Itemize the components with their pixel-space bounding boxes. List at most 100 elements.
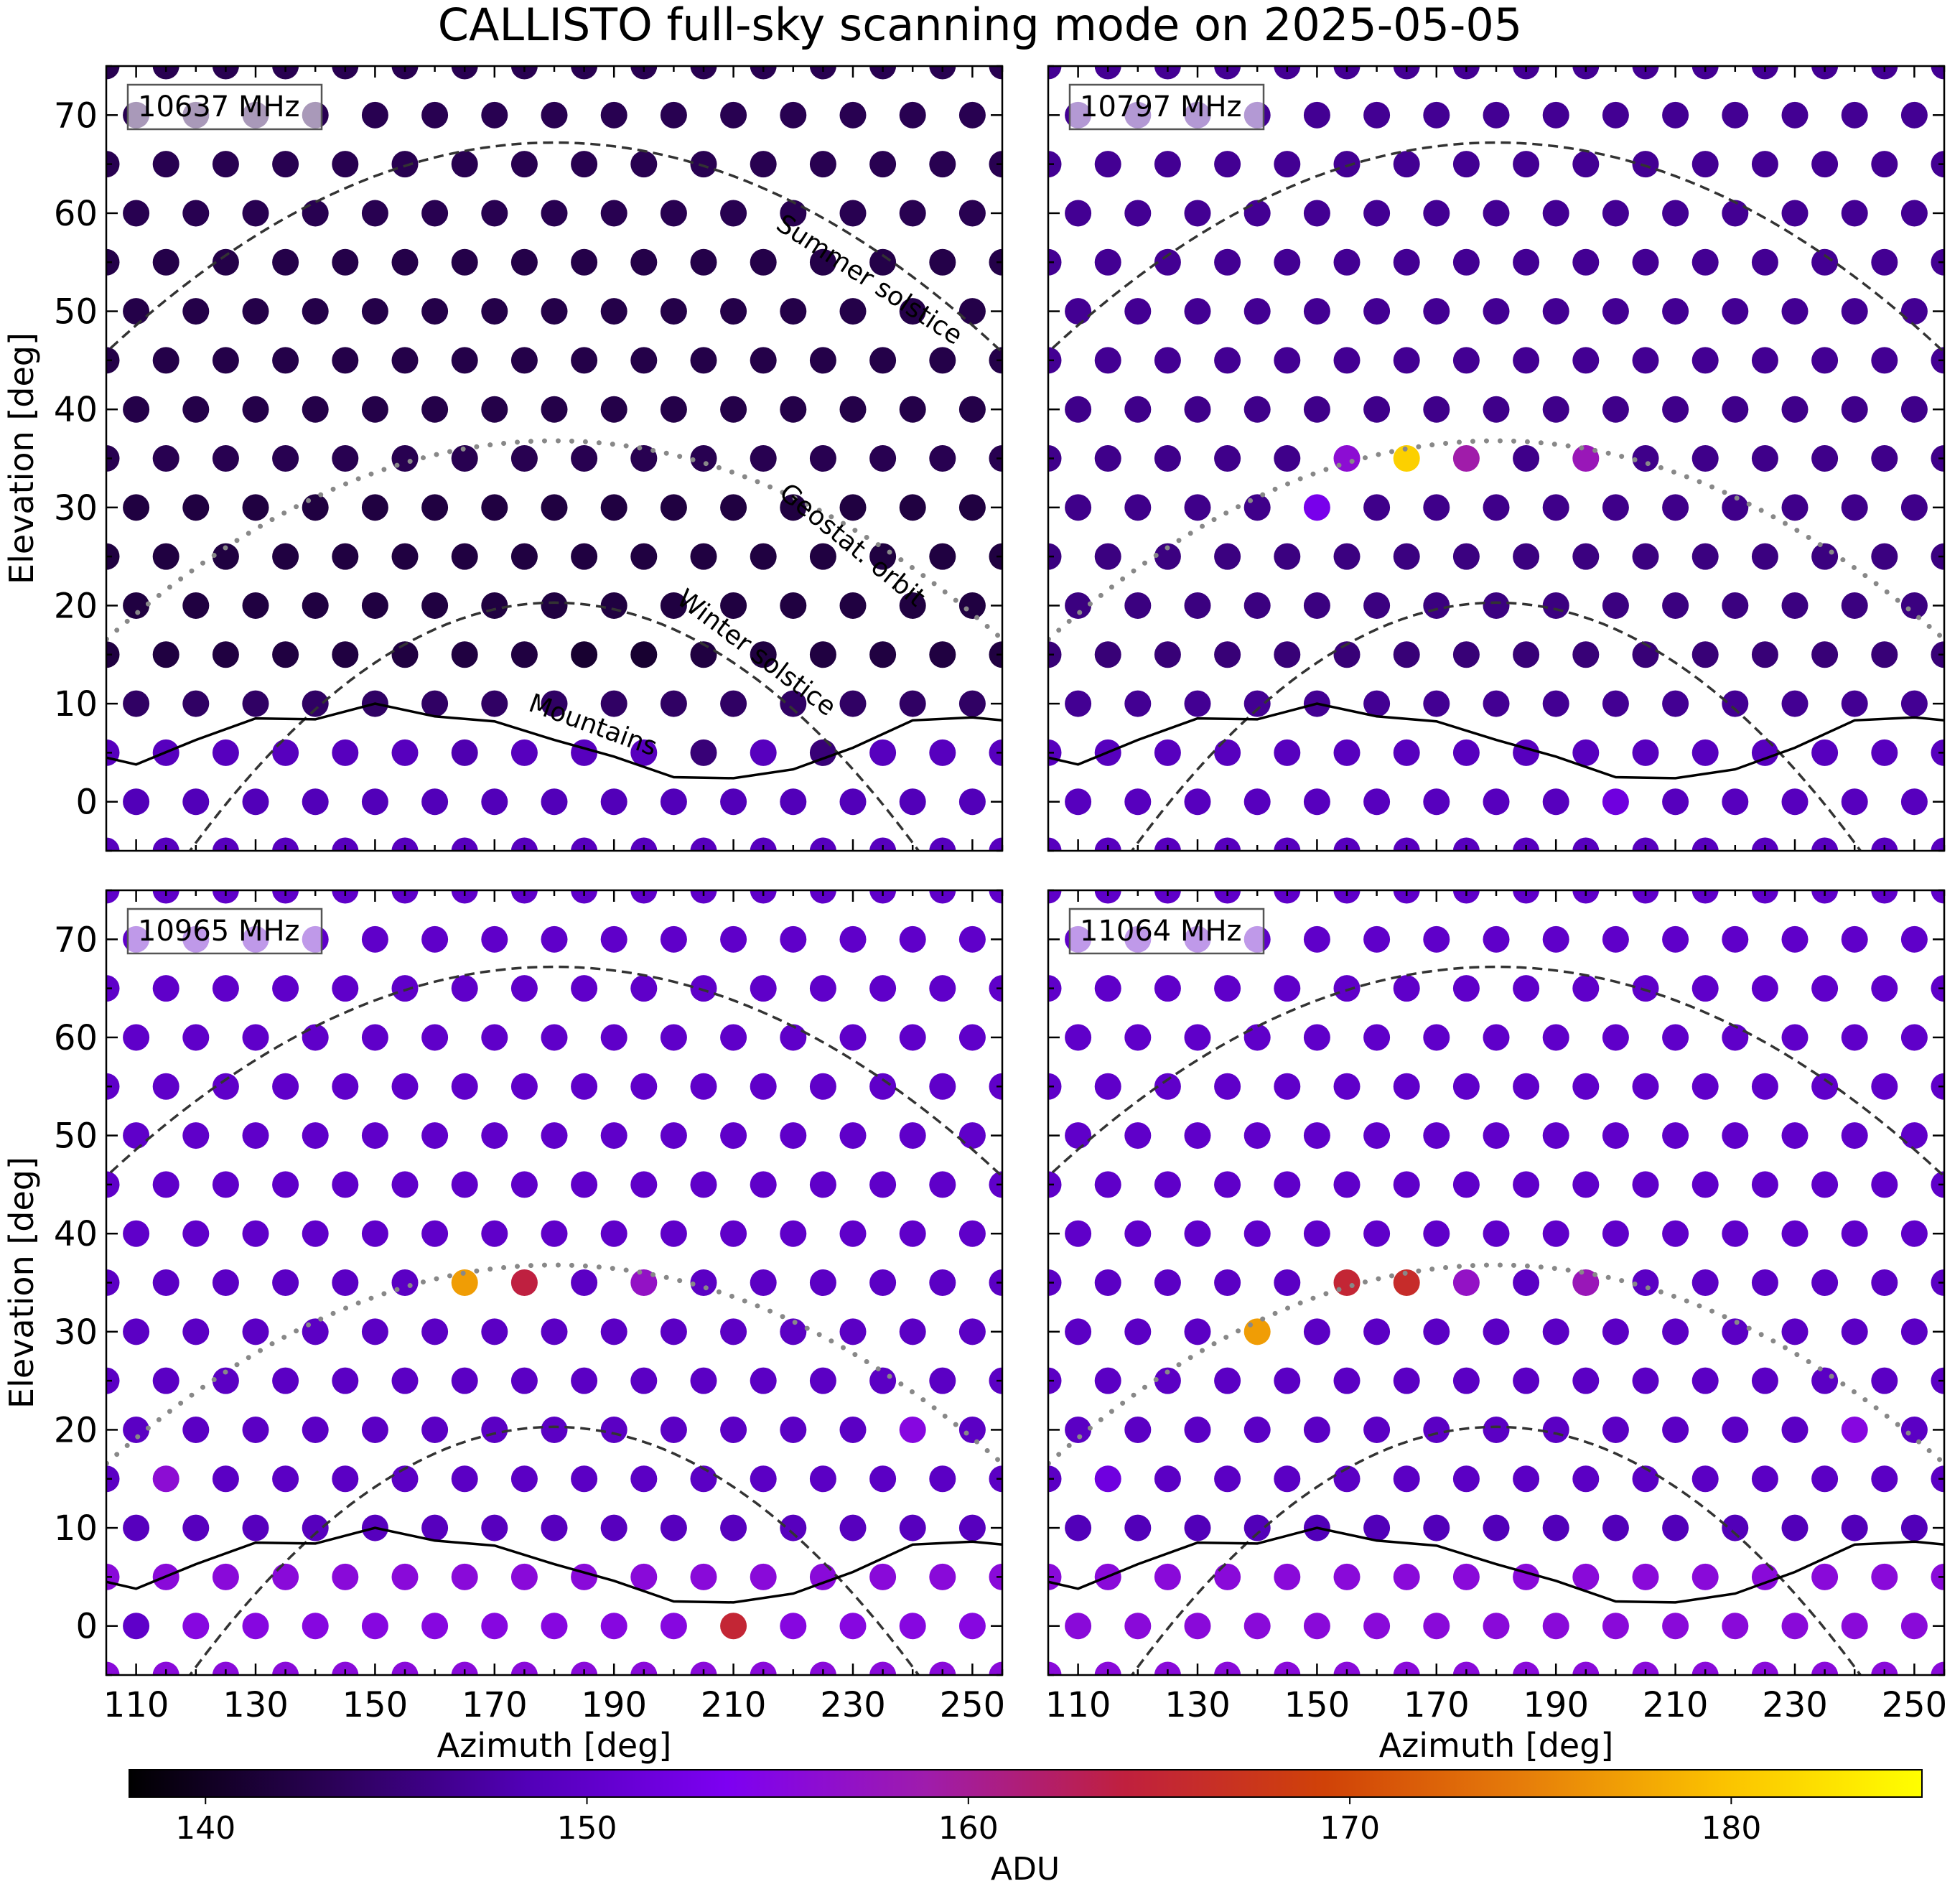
scan-point bbox=[660, 1613, 687, 1640]
scan-point bbox=[451, 1661, 478, 1675]
scan-point bbox=[152, 347, 179, 374]
scan-point bbox=[510, 1269, 538, 1296]
scan-point bbox=[212, 151, 239, 178]
scan-point bbox=[1900, 788, 1928, 816]
scan-point bbox=[391, 543, 419, 570]
scan-point bbox=[839, 396, 867, 423]
scan-point bbox=[660, 1024, 687, 1051]
scan-point bbox=[1811, 1269, 1839, 1296]
scan-point bbox=[1691, 1171, 1719, 1198]
scan-point bbox=[571, 1073, 598, 1100]
scan-point bbox=[1691, 347, 1719, 374]
scan-point bbox=[1513, 543, 1540, 570]
scan-point bbox=[839, 592, 867, 619]
scan-point bbox=[989, 543, 1002, 570]
scan-point bbox=[1214, 1661, 1241, 1675]
scan-point bbox=[630, 151, 658, 178]
scan-point bbox=[1722, 1613, 1749, 1640]
scan-point bbox=[1841, 690, 1868, 717]
scan-point bbox=[421, 101, 449, 129]
scan-point bbox=[1154, 641, 1181, 668]
scan-point bbox=[1542, 1024, 1569, 1051]
scan-point bbox=[1871, 151, 1898, 178]
scan-point bbox=[571, 66, 598, 80]
scan-point bbox=[1423, 925, 1450, 953]
scan-point bbox=[1124, 592, 1152, 619]
scan-point bbox=[899, 788, 926, 816]
scan-point bbox=[391, 1563, 419, 1590]
scan-point bbox=[1065, 1613, 1092, 1640]
scan-point bbox=[106, 151, 120, 178]
scan-point bbox=[780, 101, 807, 129]
scan-point bbox=[1333, 890, 1361, 904]
scan-point bbox=[1871, 1367, 1898, 1394]
scan-point bbox=[809, 347, 836, 374]
scan-point bbox=[1691, 890, 1719, 904]
scan-point bbox=[1154, 890, 1181, 904]
scan-point bbox=[212, 1269, 239, 1296]
scan-point bbox=[481, 200, 508, 227]
scan-point bbox=[1065, 788, 1092, 816]
scan-point bbox=[1572, 890, 1600, 904]
scan-point bbox=[1483, 1514, 1510, 1541]
scan-point bbox=[1452, 1661, 1480, 1675]
scan-point bbox=[1094, 248, 1121, 276]
axes-frame bbox=[105, 65, 1004, 852]
scan-point bbox=[451, 347, 478, 374]
scan-point bbox=[1632, 347, 1659, 374]
colorbar-tick-label: 160 bbox=[938, 1810, 999, 1847]
scan-point bbox=[1393, 1367, 1420, 1394]
scan-point bbox=[690, 543, 717, 570]
scan-point bbox=[1542, 1514, 1569, 1541]
y-tick-label: 30 bbox=[54, 1312, 98, 1353]
scan-point bbox=[212, 1367, 239, 1394]
scan-point bbox=[1632, 66, 1659, 80]
scan-point bbox=[1274, 248, 1301, 276]
scan-point bbox=[929, 543, 956, 570]
scan-point bbox=[989, 739, 1002, 766]
scan-point bbox=[1274, 890, 1301, 904]
scan-point bbox=[750, 1465, 777, 1493]
scan-point bbox=[1542, 101, 1569, 129]
scan-point bbox=[1214, 739, 1241, 766]
scan-point bbox=[332, 248, 359, 276]
scan-point bbox=[1048, 1171, 1062, 1198]
geostat-orbit-curve bbox=[106, 438, 1002, 643]
scan-point bbox=[212, 347, 239, 374]
scan-point bbox=[451, 837, 478, 851]
curve-annotation: Summer solstice bbox=[771, 209, 968, 351]
scan-point bbox=[1154, 445, 1181, 472]
scan-point bbox=[1751, 1269, 1778, 1296]
scan-point bbox=[123, 494, 150, 521]
scan-point bbox=[780, 200, 807, 227]
scan-point bbox=[1065, 298, 1092, 325]
scan-point bbox=[421, 925, 449, 953]
scan-point bbox=[152, 445, 179, 472]
scan-point bbox=[989, 445, 1002, 472]
scan-point bbox=[720, 1416, 747, 1443]
scan-point bbox=[123, 788, 150, 816]
scan-point bbox=[600, 592, 627, 619]
scan-point bbox=[720, 1122, 747, 1149]
scan-point bbox=[1094, 1661, 1121, 1675]
scan-point bbox=[541, 1318, 568, 1345]
scan-point bbox=[1602, 1024, 1629, 1051]
scan-point bbox=[1781, 1220, 1809, 1247]
scan-point bbox=[869, 1367, 897, 1394]
scan-point bbox=[1722, 925, 1749, 953]
scan-point bbox=[1274, 837, 1301, 851]
scan-point bbox=[242, 1613, 269, 1640]
x-tick-label: 110 bbox=[1045, 1685, 1111, 1725]
scan-point bbox=[1214, 1269, 1241, 1296]
scan-point bbox=[630, 66, 658, 80]
scan-point bbox=[1393, 543, 1420, 570]
scan-point bbox=[106, 1661, 120, 1675]
scan-point bbox=[958, 690, 986, 717]
scan-point bbox=[958, 1416, 986, 1443]
scan-point bbox=[1841, 101, 1868, 129]
x-tick-label: 210 bbox=[701, 1685, 767, 1725]
y-axis-label: Elevation [deg] bbox=[2, 1157, 41, 1409]
scan-point bbox=[1214, 1563, 1241, 1590]
scan-point bbox=[510, 641, 538, 668]
